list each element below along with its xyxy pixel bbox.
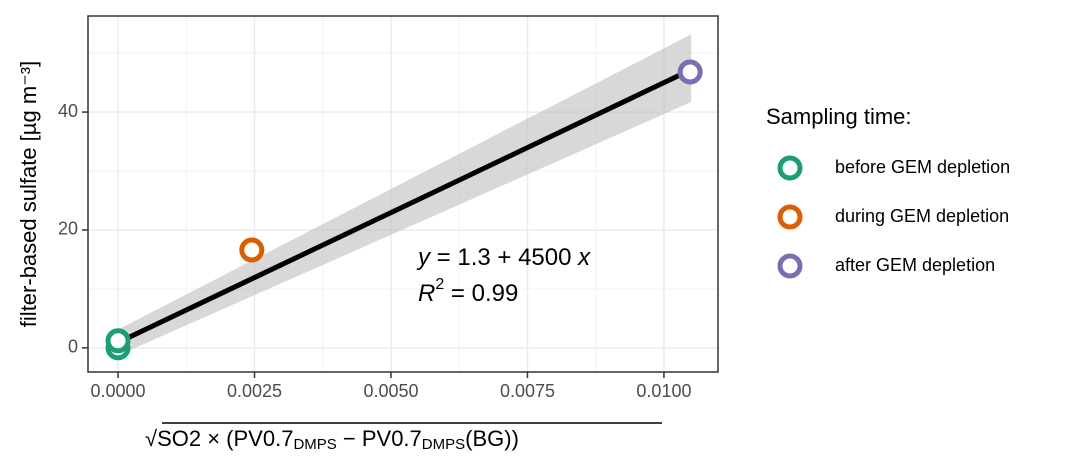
panel-border [87,15,719,373]
legend-swatch [777,253,803,279]
data-point [105,328,131,354]
legend-label: before GEM depletion [835,157,1010,177]
x-axis-title: √SO2 × (PV0.7DMPS − PV0.7DMPS(BG)) [145,426,519,453]
equation-part: y [416,244,432,271]
legend-label: during GEM depletion [835,206,1009,226]
legend-label: after GEM depletion [835,255,995,275]
equation-part: = 1.3 + 4500 [430,244,578,271]
r2-symbol: R [418,280,435,307]
r2-value: = 0.99 [444,280,518,307]
legend-title: Sampling time: [766,104,912,129]
legend-swatch [777,204,803,230]
x-axis-title-part: (BG)) [465,426,519,451]
x-axis-title-part: SO2 × (PV0.7 [157,426,293,451]
fit-line [116,67,693,345]
x-axis-title-subscript: DMPS [293,436,336,453]
legend-swatch [777,155,803,181]
x-tick-label: 0.0000 [90,381,145,401]
data-point [239,237,265,263]
x-axis-title-subscript: DMPS [422,436,465,453]
y-axis-title: filter-based sulfate [µg m⁻³] [16,61,41,327]
x-tick-label: 0.0100 [636,381,691,401]
x-tick-label: 0.0050 [363,381,418,401]
y-tick-label: 40 [58,101,78,121]
x-tick-label: 0.0075 [500,381,555,401]
x-axis-title-part: − PV0.7 [337,426,422,451]
data-point [677,59,703,85]
y-tick-label: 0 [68,337,78,357]
y-tick-label: 20 [58,219,78,239]
r2-exponent: 2 [435,276,444,293]
equation: y = 1.3 + 4500 x [416,244,591,271]
x-axis-title-part: √ [145,426,158,451]
r-squared: R2 = 0.99 [418,276,518,307]
x-tick-label: 0.0025 [227,381,282,401]
equation-part: x [577,244,591,271]
